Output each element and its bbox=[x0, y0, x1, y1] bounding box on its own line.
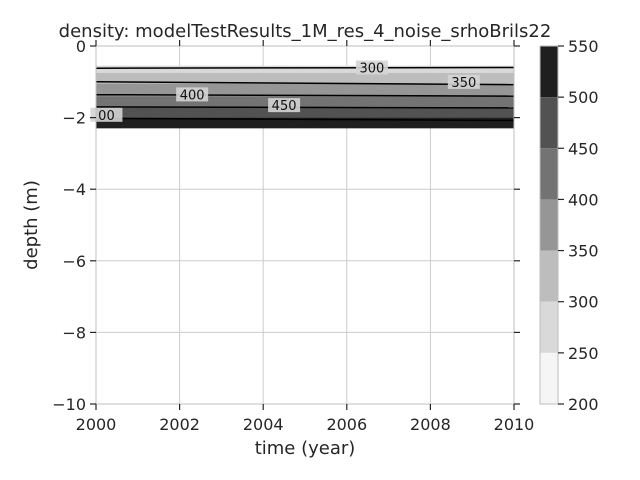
contour-label-bg bbox=[268, 98, 301, 113]
y-axis-ticks: 0 −2 −4 −6 −8 −10 bbox=[52, 37, 520, 414]
y-tick-label: 0 bbox=[76, 37, 86, 56]
colorbar-tick-label: 350 bbox=[568, 242, 599, 261]
contour-label-bg bbox=[447, 74, 480, 89]
colorbar-tick-label: 200 bbox=[568, 395, 599, 414]
colorbar-tick-label: 400 bbox=[568, 190, 599, 209]
x-tick-label: 2004 bbox=[243, 415, 284, 434]
contour-band bbox=[96, 65, 514, 73]
colorbar-level bbox=[540, 46, 558, 98]
colorbar-level bbox=[540, 250, 558, 302]
contour-label: 400 bbox=[180, 88, 205, 103]
y-tick-label: −2 bbox=[62, 109, 86, 128]
colorbar-frame bbox=[539, 45, 559, 405]
plot-frame bbox=[95, 45, 515, 405]
y-tick-label: −8 bbox=[62, 323, 86, 342]
contour-labels: 300 350 400 450 00 bbox=[90, 60, 480, 124]
colorbar-level bbox=[540, 352, 558, 404]
colorbar-tick-label: 450 bbox=[568, 139, 599, 158]
chart-title: density: modelTestResults_1M_res_4_noise… bbox=[59, 21, 552, 42]
contour-lines bbox=[95, 66, 515, 122]
colorbar-level bbox=[540, 97, 558, 149]
colorbar-tick-label: 500 bbox=[568, 88, 599, 107]
x-tick-label: 2010 bbox=[494, 415, 535, 434]
contour-label: 00 bbox=[98, 109, 115, 124]
x-tick-label: 2000 bbox=[76, 415, 117, 434]
contour-line-350 bbox=[95, 81, 515, 86]
colorbar-level bbox=[540, 301, 558, 353]
contour-label: 350 bbox=[451, 76, 476, 91]
colorbar-tick-label: 550 bbox=[568, 37, 599, 56]
y-axis-label: depth (m) bbox=[21, 180, 42, 270]
y-tick-label: −6 bbox=[62, 252, 86, 271]
colorbar-tick-label: 300 bbox=[568, 293, 599, 312]
contour-band bbox=[96, 96, 514, 108]
colorbar-level bbox=[540, 148, 558, 200]
x-tick-label: 2002 bbox=[159, 415, 200, 434]
contour-line-450 bbox=[95, 106, 515, 109]
y-tick-label: −10 bbox=[52, 395, 86, 414]
colorbar: 550 500 450 400 350 300 250 200 bbox=[539, 37, 599, 414]
y-tick-label: −4 bbox=[62, 180, 86, 199]
contour-line-500 bbox=[95, 117, 515, 122]
contour-label: 300 bbox=[359, 62, 384, 77]
contour-band bbox=[96, 107, 514, 118]
contour-label-bg bbox=[176, 87, 209, 102]
x-axis-ticks: 2000 2002 2004 2006 2008 2010 bbox=[76, 40, 535, 434]
colorbar-tick-label: 250 bbox=[568, 344, 599, 363]
x-axis-label: time (year) bbox=[255, 438, 356, 459]
contour-band bbox=[96, 72, 514, 84]
contour-line-300 bbox=[95, 66, 515, 69]
colorbar-level bbox=[540, 199, 558, 251]
x-tick-label: 2006 bbox=[326, 415, 367, 434]
x-tick-label: 2008 bbox=[410, 415, 451, 434]
contour-label-bg bbox=[90, 107, 123, 122]
contour-line-400 bbox=[95, 93, 515, 97]
contour-band bbox=[96, 117, 514, 129]
contour-label-bg bbox=[355, 60, 388, 75]
contour-label: 450 bbox=[272, 99, 297, 114]
